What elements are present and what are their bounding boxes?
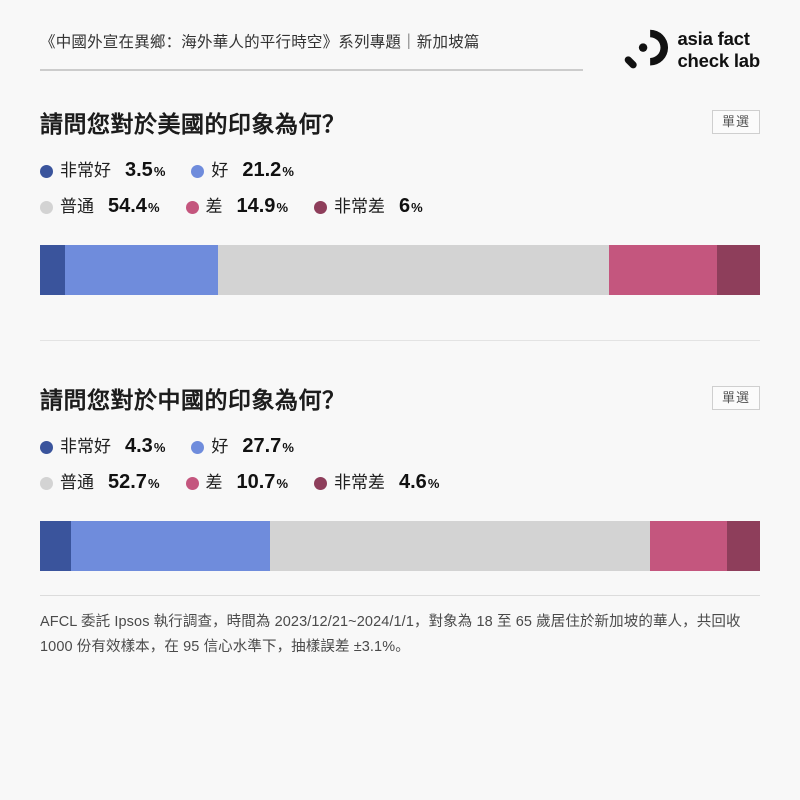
legend-value: 54.4 <box>108 195 147 217</box>
legend-item: 好 21.2% <box>191 156 294 182</box>
page-header: 《中國外宣在異鄉：海外華人的平行時空》系列專題｜新加坡篇 asia fact c… <box>40 0 760 73</box>
legend-color-dot-icon <box>314 477 327 490</box>
bar-segment <box>70 521 271 571</box>
bar-segment <box>40 521 71 571</box>
legend-color-dot-icon <box>40 441 53 454</box>
legend-color-dot-icon <box>40 165 53 178</box>
survey-footnote: AFCL 委託 Ipsos 執行調查，時間為 2023/12/21~2024/1… <box>40 614 741 656</box>
legend-item: 好 27.7% <box>191 432 294 458</box>
bar-segment <box>270 521 650 571</box>
legend-unit: % <box>282 164 294 179</box>
legend-unit: % <box>147 200 160 215</box>
legend-unit: % <box>411 200 423 215</box>
legend-item: 普通 52.7% <box>40 468 160 494</box>
question-title: 請問您對於中國的印象為何？ <box>40 387 346 413</box>
footer-divider <box>40 595 760 596</box>
legend-unit: % <box>427 476 440 491</box>
legend-color-dot-icon <box>191 441 205 454</box>
legend-color-dot-icon <box>185 201 199 214</box>
legend-item: 非常差 6% <box>314 192 423 218</box>
brand-line-2: check lab <box>677 49 760 71</box>
legend-value: 4.3 <box>125 435 153 457</box>
legend-color-dot-icon <box>185 477 199 490</box>
legend-item: 非常差 4.6% <box>314 468 439 494</box>
legend-label: 差 <box>205 197 223 216</box>
legend-row: 普通 52.7% 差 10.7% 非常差 4.6% <box>40 468 760 494</box>
bar-segment <box>716 245 760 295</box>
series-title: 《中國外宣在異鄉：海外華人的平行時空》系列專題｜新加坡篇 <box>40 34 480 51</box>
bar-segment <box>40 245 66 295</box>
legend-row: 非常好 4.3% 好 27.7% <box>40 432 760 458</box>
brand-wordmark: asia fact check lab <box>677 28 760 71</box>
legend-unit: % <box>276 476 288 491</box>
legend-value: 52.7 <box>108 471 147 493</box>
legend-value: 14.9 <box>236 195 276 217</box>
bar-segment <box>649 521 727 571</box>
legend-label: 好 <box>211 161 229 180</box>
question-block-china: 請問您對於中國的印象為何？ 單選非常好 4.3% 好 27.7% 普通 52.7% 差 10.7… <box>40 381 760 571</box>
legend-row: 非常好 3.5% 好 21.2% <box>40 156 760 182</box>
legend-color-dot-icon <box>40 477 53 490</box>
single-choice-badge: 單選 <box>711 110 760 134</box>
legend-item: 普通 54.4% <box>40 192 160 218</box>
legend-unit: % <box>147 476 160 491</box>
legend-item: 非常好 4.3% <box>40 432 165 458</box>
legend: 非常好 4.3% 好 27.7% 普通 52.7% 差 10.7% 非常差 4.6% <box>40 432 760 494</box>
section-divider <box>40 340 760 341</box>
single-choice-badge: 單選 <box>711 386 760 410</box>
stacked-bar-chart <box>40 521 760 571</box>
legend-label: 普通 <box>60 197 94 216</box>
legend-unit: % <box>153 164 166 179</box>
stacked-bar-chart <box>40 245 760 295</box>
legend-item: 差 14.9% <box>185 192 288 218</box>
legend-label: 普通 <box>60 473 94 492</box>
bar-segment <box>726 521 760 571</box>
legend-label: 好 <box>211 437 229 456</box>
legend-color-dot-icon <box>314 201 327 214</box>
brand-line-1: asia fact <box>677 28 750 50</box>
question-header: 請問您對於美國的印象為何？ 單選 <box>40 105 760 139</box>
legend-label: 非常差 <box>334 197 385 216</box>
legend: 非常好 3.5% 好 21.2% 普通 54.4% 差 14.9% 非常差 6% <box>40 156 760 218</box>
brand-logo: asia fact check lab <box>621 24 760 73</box>
legend-label: 非常好 <box>60 437 111 456</box>
legend-item: 差 10.7% <box>185 468 288 494</box>
question-block-usa: 請問您對於美國的印象為何？ 單選非常好 3.5% 好 21.2% 普通 54.4% 差 14.9… <box>40 105 760 341</box>
question-title: 請問您對於美國的印象為何？ <box>40 111 346 137</box>
bar-segment <box>609 245 717 295</box>
question-blocks: 請問您對於美國的印象為何？ 單選 非常好 3.5% 好 21.2% 普通 54.4% 差 14.9… <box>40 105 760 571</box>
legend-value: 10.7 <box>236 471 276 493</box>
legend-value: 6 <box>399 195 411 217</box>
legend-item: 非常好 3.5% <box>40 156 165 182</box>
legend-label: 差 <box>205 473 223 492</box>
question-header: 請問您對於中國的印象為何？ 單選 <box>40 381 760 415</box>
magnifier-logo-icon <box>621 26 669 73</box>
legend-unit: % <box>153 440 166 455</box>
legend-value: 3.5 <box>125 159 153 181</box>
legend-label: 非常好 <box>60 161 111 180</box>
bar-segment <box>65 245 218 295</box>
legend-unit: % <box>276 200 288 215</box>
legend-unit: % <box>282 440 294 455</box>
bar-segment <box>217 245 610 295</box>
legend-value: 21.2 <box>242 159 282 181</box>
legend-label: 非常差 <box>334 473 385 492</box>
legend-value: 4.6 <box>399 471 427 493</box>
legend-row: 普通 54.4% 差 14.9% 非常差 6% <box>40 192 760 218</box>
legend-value: 27.7 <box>242 435 282 457</box>
legend-color-dot-icon <box>191 165 205 178</box>
header-divider <box>40 69 583 71</box>
legend-color-dot-icon <box>40 201 53 214</box>
